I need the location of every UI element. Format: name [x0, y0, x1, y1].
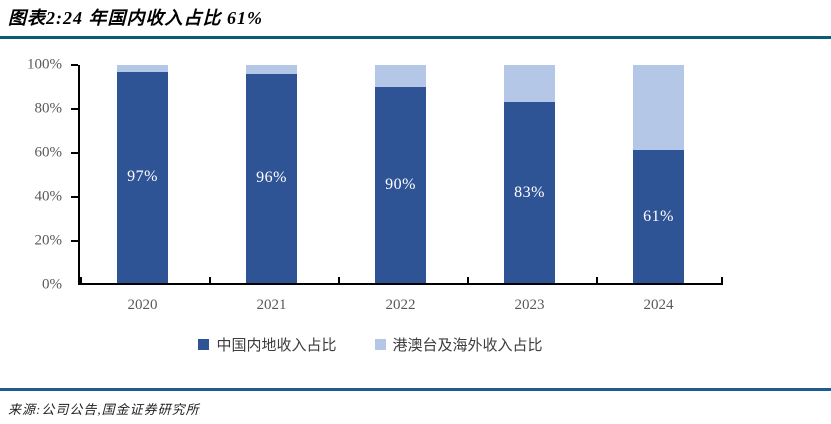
y-tick-label: 80%: [34, 100, 63, 117]
legend-label: 中国内地收入占比: [216, 338, 337, 354]
segment-overseas: [117, 65, 168, 72]
y-axis-labels: 0% 20% 40% 60% 80% 100%: [0, 57, 64, 293]
bar-value-label: 90%: [385, 175, 416, 193]
y-tick-label: 20%: [34, 232, 63, 249]
x-tickmark: [721, 277, 723, 283]
bar-2024: 61%: [633, 65, 684, 283]
bar-2020: 97%: [117, 65, 168, 283]
legend-swatch: [374, 339, 386, 350]
y-tick-label: 0%: [42, 276, 62, 293]
footer-divider: [0, 388, 831, 391]
x-tick-label: 2020: [127, 297, 158, 313]
segment-domestic: 90%: [375, 86, 426, 283]
y-tickmark: [71, 64, 78, 66]
segment-overseas: [633, 65, 684, 151]
bar-value-label: 96%: [256, 169, 287, 187]
segment-overseas: [375, 65, 426, 87]
bar-value-label: 83%: [514, 183, 545, 201]
x-tick-label: 2023: [514, 297, 545, 313]
y-tickmark: [71, 152, 78, 154]
x-tickmark: [80, 277, 82, 283]
x-axis-labels: 2020 2021 2022 2023 2024: [78, 297, 723, 317]
y-tick-label: 60%: [34, 144, 63, 161]
y-tick-label: 40%: [34, 188, 63, 205]
segment-overseas: [504, 65, 555, 103]
segment-domestic: 61%: [633, 150, 684, 283]
segment-domestic: 97%: [117, 71, 168, 283]
bar-value-label: 97%: [127, 168, 158, 186]
legend: 中国内地收入占比 港澳台及海外收入占比: [48, 334, 693, 355]
title-divider: [0, 36, 831, 39]
x-tickmark: [596, 277, 598, 283]
bar-2022: 90%: [375, 65, 426, 283]
legend-label: 港澳台及海外收入占比: [392, 338, 543, 354]
figure-title: 图表2:24 年国内收入占比 61%: [8, 8, 263, 28]
bar-2023: 83%: [504, 65, 555, 283]
x-tickmark: [467, 277, 469, 283]
segment-domestic: 96%: [246, 73, 297, 283]
y-tickmark: [71, 108, 78, 110]
source-note: 来源:公司公告,国金证券研究所: [8, 402, 200, 417]
x-tick-label: 2024: [643, 297, 674, 313]
x-tickmark: [338, 277, 340, 283]
x-tick-label: 2021: [256, 297, 287, 313]
legend-item: 港澳台及海外收入占比: [374, 334, 543, 355]
bar-2021: 96%: [246, 65, 297, 283]
y-tickmark: [71, 196, 78, 198]
segment-overseas: [246, 65, 297, 74]
legend-item: 中国内地收入占比: [198, 334, 337, 355]
plot-area: 97% 96% 90% 83% 61%: [71, 64, 723, 285]
x-tickmark: [209, 277, 211, 283]
x-tick-label: 2022: [385, 297, 416, 313]
y-tick-label: 100%: [27, 56, 62, 73]
legend-swatch: [198, 339, 210, 350]
segment-domestic: 83%: [504, 102, 555, 283]
bar-value-label: 61%: [643, 207, 674, 225]
y-tickmark: [71, 240, 78, 242]
